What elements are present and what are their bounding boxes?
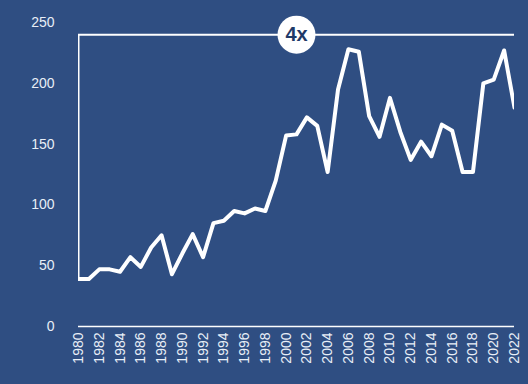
svg-text:200: 200 xyxy=(31,75,55,91)
svg-text:50: 50 xyxy=(39,257,55,273)
svg-text:2016: 2016 xyxy=(444,332,460,363)
svg-text:1994: 1994 xyxy=(215,332,231,363)
svg-text:1982: 1982 xyxy=(91,332,107,363)
svg-text:1990: 1990 xyxy=(174,332,190,363)
svg-text:2008: 2008 xyxy=(361,332,377,363)
svg-text:2010: 2010 xyxy=(381,332,397,363)
svg-text:2006: 2006 xyxy=(340,332,356,363)
svg-text:1998: 1998 xyxy=(257,332,273,363)
svg-text:1984: 1984 xyxy=(112,332,128,363)
svg-text:0: 0 xyxy=(47,318,55,334)
svg-text:250: 250 xyxy=(31,14,55,30)
svg-text:2002: 2002 xyxy=(298,332,314,363)
svg-text:4x: 4x xyxy=(285,23,307,45)
svg-text:2004: 2004 xyxy=(319,332,335,363)
svg-text:2018: 2018 xyxy=(464,332,480,363)
svg-text:1988: 1988 xyxy=(153,332,169,363)
svg-text:2012: 2012 xyxy=(402,332,418,363)
svg-text:2020: 2020 xyxy=(485,332,501,363)
svg-text:100: 100 xyxy=(31,196,55,212)
svg-text:1996: 1996 xyxy=(236,332,252,363)
svg-text:2022: 2022 xyxy=(506,332,522,363)
svg-text:1992: 1992 xyxy=(195,332,211,363)
svg-text:2000: 2000 xyxy=(278,332,294,363)
svg-text:2014: 2014 xyxy=(423,332,439,363)
svg-text:150: 150 xyxy=(31,136,55,152)
svg-text:1986: 1986 xyxy=(132,332,148,363)
svg-text:1980: 1980 xyxy=(70,332,86,363)
